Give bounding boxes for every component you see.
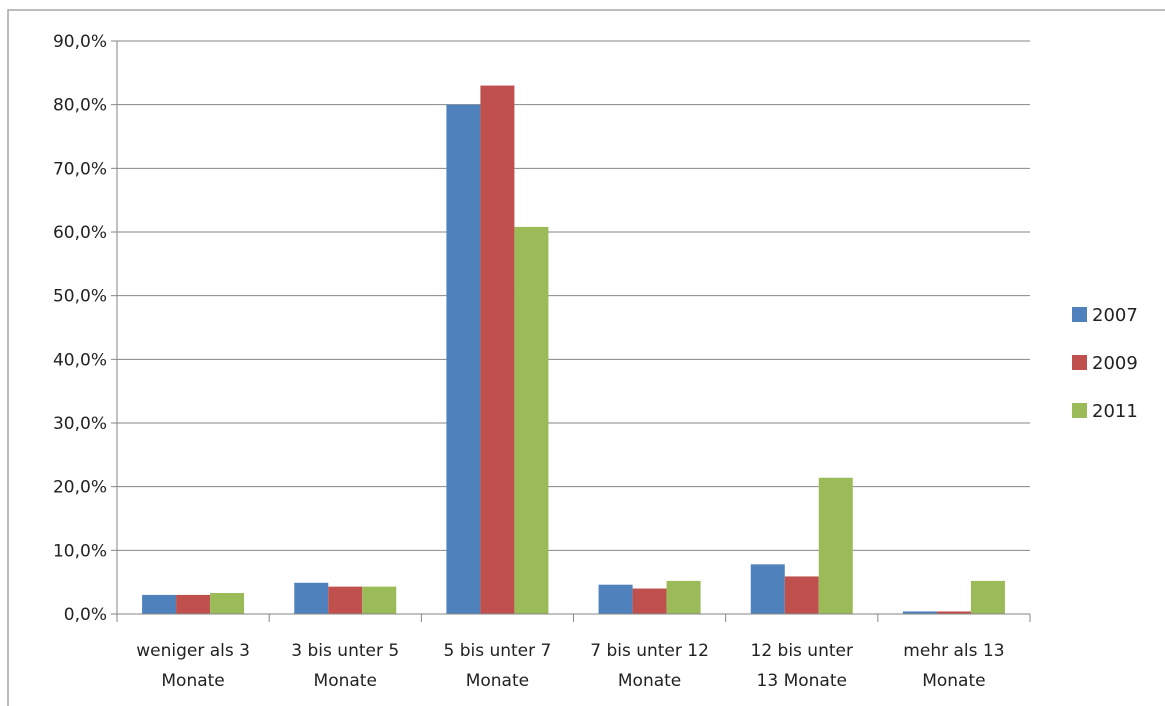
x-tick-label: 13 Monate xyxy=(757,671,847,691)
bar-2009-5 xyxy=(784,576,819,614)
x-tick-label: 7 bis unter 12 xyxy=(590,641,709,661)
bar-2011-1 xyxy=(210,592,245,614)
y-tick-label: 0,0% xyxy=(64,605,107,625)
x-tick-label: 3 bis unter 5 xyxy=(291,641,399,661)
bar-2009-3 xyxy=(480,85,515,615)
bars xyxy=(142,85,1005,615)
y-tick-label: 50,0% xyxy=(53,287,107,307)
legend-label: 2009 xyxy=(1092,353,1138,374)
legend: 2007 2009 2011 xyxy=(1072,305,1138,422)
legend-label: 2011 xyxy=(1092,401,1138,422)
bar-2009-2 xyxy=(328,586,363,614)
bar-2011-5 xyxy=(818,477,853,614)
y-tick-label: 20,0% xyxy=(53,478,107,498)
gridlines xyxy=(117,40,1030,551)
bar-2011-2 xyxy=(362,586,397,614)
bar-2007-5 xyxy=(750,564,785,614)
bar-2011-4 xyxy=(666,580,701,614)
y-tick-label: 30,0% xyxy=(53,414,107,434)
bar-2011-6 xyxy=(970,580,1005,614)
legend-swatch-2007 xyxy=(1072,307,1087,322)
y-tick-label: 90,0% xyxy=(53,32,107,52)
bar-2009-1 xyxy=(176,594,211,614)
legend-swatch-2011 xyxy=(1072,403,1087,418)
y-tick-label: 70,0% xyxy=(53,159,107,179)
x-tick-label: 5 bis unter 7 xyxy=(443,641,551,661)
legend-swatch-2009 xyxy=(1072,355,1087,370)
y-axis: 0,0% 10,0% 20,0% 30,0% 40,0% 50,0% 60,0% 70,0% 8… xyxy=(53,32,118,625)
bar-2009-4 xyxy=(632,588,667,614)
x-axis: weniger als 3 Monate 3 bis unter 5 Monate 5 … xyxy=(116,613,1031,691)
bar-2007-1 xyxy=(142,594,177,614)
bar-2007-3 xyxy=(446,104,481,615)
x-tick-label: Monate xyxy=(314,671,377,691)
x-tick-label: Monate xyxy=(922,671,985,691)
y-tick-label: 80,0% xyxy=(53,96,107,116)
bar-2009-6 xyxy=(936,611,971,614)
x-tick-label: Monate xyxy=(466,671,529,691)
y-tick-label: 10,0% xyxy=(53,541,107,561)
bar-2007-2 xyxy=(294,582,329,614)
y-tick-label: 40,0% xyxy=(53,350,107,370)
x-tick-label: Monate xyxy=(618,671,681,691)
x-tick-label: Monate xyxy=(161,671,224,691)
bar-2007-4 xyxy=(598,584,633,614)
bar-2011-3 xyxy=(514,226,549,614)
bar-2007-6 xyxy=(902,611,937,614)
x-tick-label: mehr als 13 xyxy=(903,641,1004,661)
x-tick-label: weniger als 3 xyxy=(136,641,250,661)
legend-label: 2007 xyxy=(1092,305,1138,326)
chart-border xyxy=(7,9,1165,706)
x-tick-label: 12 bis unter xyxy=(751,641,853,661)
y-tick-label: 60,0% xyxy=(53,223,107,243)
